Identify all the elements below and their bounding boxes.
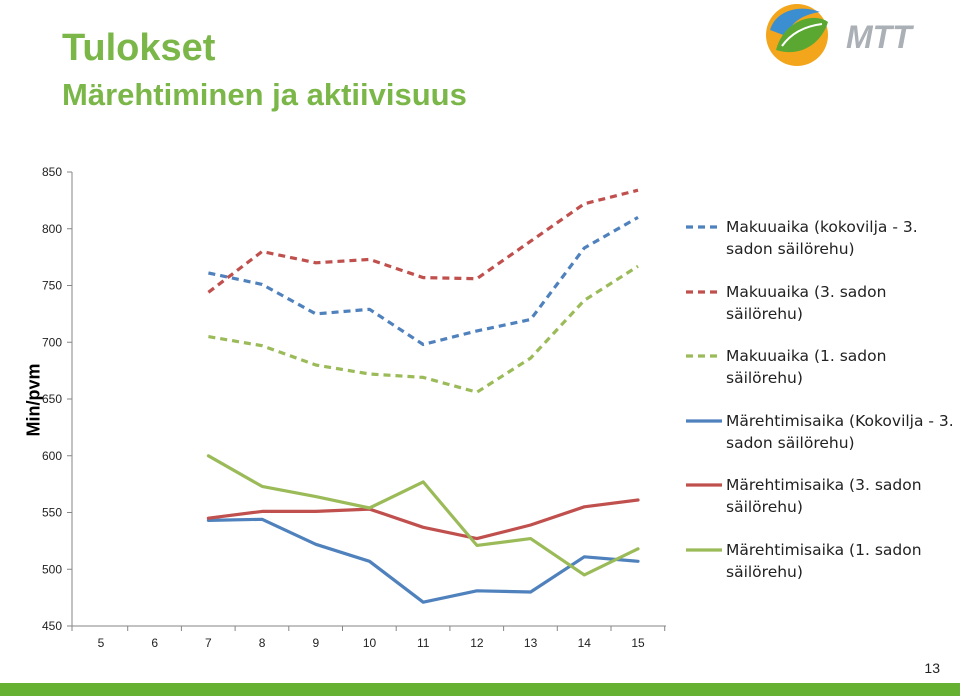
series-line-1 bbox=[208, 216, 639, 347]
legend-swatch bbox=[686, 418, 722, 423]
series-line-6 bbox=[206, 454, 640, 577]
legend-swatch bbox=[686, 547, 722, 552]
legend-label: Makuuaika (kokovilja - 3. sadon säilöreh… bbox=[726, 218, 918, 258]
legend-label: Märehtimisaika (Kokovilja - 3. sadon säi… bbox=[726, 411, 954, 452]
series-line-4 bbox=[206, 517, 640, 604]
x-tick-label: 14 bbox=[578, 636, 592, 650]
legend-label: Makuuaika (1. sadon säilörehu) bbox=[726, 347, 887, 387]
legend-item: Makuuaika (1. sadon säilörehu) bbox=[686, 343, 956, 408]
y-tick-label: 800 bbox=[42, 222, 62, 236]
series-line-2 bbox=[207, 188, 639, 294]
y-tick-label: 850 bbox=[42, 165, 62, 179]
legend-item: Makuuaika (kokovilja - 3. sadon säilöreh… bbox=[686, 214, 956, 279]
x-tick-label: 5 bbox=[98, 636, 105, 650]
logo-text: MTT bbox=[846, 19, 914, 55]
mtt-logo: MTT bbox=[762, 0, 932, 70]
x-tick-label: 9 bbox=[312, 636, 319, 650]
legend-swatch bbox=[686, 289, 722, 294]
y-tick-label: 600 bbox=[42, 449, 62, 463]
chart-plot-area bbox=[206, 188, 640, 604]
legend-label: Märehtimisaika (1. sadon säilörehu) bbox=[726, 540, 922, 581]
x-tick-label: 13 bbox=[524, 636, 538, 650]
y-tick-label: 550 bbox=[42, 506, 62, 520]
y-tick-label: 500 bbox=[42, 562, 62, 576]
slide-title: Tulokset bbox=[62, 27, 216, 69]
footer-bar bbox=[0, 683, 960, 696]
chart-axes: 450 500 550 600 650 700 750 800 850 5 6 7 8 9 10 11 12 13… bbox=[42, 165, 666, 650]
y-tick-label: 650 bbox=[42, 392, 62, 406]
chart-legend: Makuuaika (kokovilja - 3. sadon säilöreh… bbox=[686, 214, 956, 601]
legend-swatch bbox=[686, 354, 722, 358]
legend-item: Makuuaika (3. sadon säilörehu) bbox=[686, 279, 956, 344]
legend-item: Märehtimisaika (1. sadon säilörehu) bbox=[686, 537, 956, 602]
y-tick-label: 750 bbox=[42, 279, 62, 293]
y-tick-label: 700 bbox=[42, 335, 62, 349]
y-tick-label: 450 bbox=[42, 619, 62, 633]
page-number: 13 bbox=[924, 660, 940, 676]
mtt-logo-icon: MTT bbox=[766, 4, 914, 66]
slide-subtitle: Märehtiminen ja aktiivisuus bbox=[62, 77, 467, 112]
x-tick-label: 11 bbox=[417, 636, 430, 650]
series-line-5 bbox=[206, 498, 640, 541]
legend-label: Märehtimisaika (3. sadon säilörehu) bbox=[726, 476, 922, 516]
legend-item: Märehtimisaika (Kokovilja - 3. sadon säi… bbox=[686, 408, 956, 473]
legend-item: Märehtimisaika (3. sadon säilörehu) bbox=[686, 472, 956, 537]
x-tick-label: 15 bbox=[631, 636, 645, 650]
legend-label: Makuuaika (3. sadon säilörehu) bbox=[726, 282, 887, 323]
x-tick-label: 6 bbox=[151, 636, 158, 650]
x-tick-label: 8 bbox=[259, 636, 266, 650]
legend-swatch bbox=[686, 225, 722, 229]
x-tick-label: 10 bbox=[363, 636, 377, 650]
x-tick-label: 7 bbox=[205, 636, 212, 650]
legend-swatch bbox=[686, 483, 722, 487]
x-tick-label: 12 bbox=[470, 636, 484, 650]
series-line-3 bbox=[208, 264, 639, 394]
